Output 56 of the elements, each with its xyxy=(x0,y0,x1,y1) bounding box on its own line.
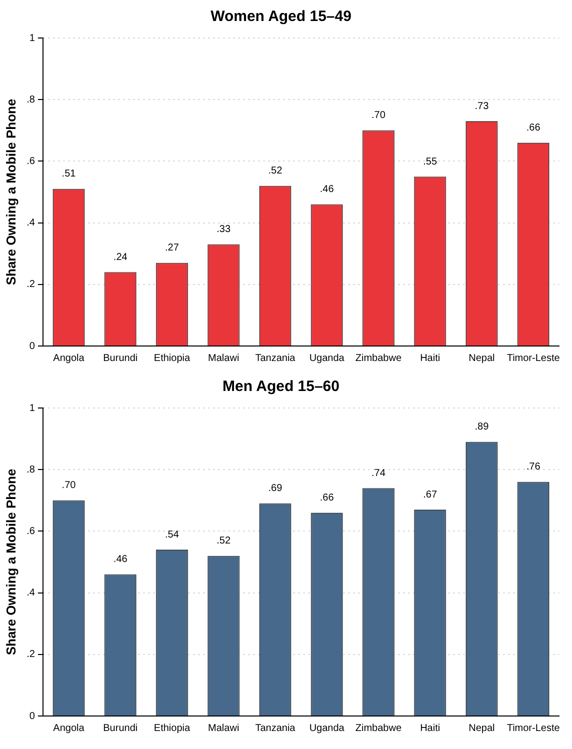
y-tick-label: 1 xyxy=(29,402,36,414)
data-label: .67 xyxy=(423,489,438,500)
y-tick-label: .4 xyxy=(26,218,36,229)
data-label: .69 xyxy=(268,483,283,494)
y-axis-title: Share Owning a Mobile Phone xyxy=(3,98,18,286)
data-label: .52 xyxy=(216,536,231,547)
x-tick-label: Angola xyxy=(53,352,85,364)
data-label: .46 xyxy=(113,554,128,566)
x-tick-label: Tanzania xyxy=(255,352,296,364)
chart-title: Men Aged 15–60 xyxy=(222,378,340,396)
chart-title: Women Aged 15–49 xyxy=(210,8,352,26)
y-tick-label: .2 xyxy=(26,649,36,660)
x-tick-label: Timor-Leste xyxy=(506,352,560,364)
x-tick-label: Nepal xyxy=(468,352,495,364)
x-tick-label: Ethiopia xyxy=(154,352,190,364)
x-tick-label: Haiti xyxy=(420,352,440,364)
y-tick-label: .8 xyxy=(26,94,36,106)
x-tick-label: Uganda xyxy=(309,722,345,734)
data-label: .54 xyxy=(165,529,180,540)
y-tick-label: .2 xyxy=(26,279,36,290)
data-label: .55 xyxy=(423,156,438,168)
data-label: .46 xyxy=(320,184,334,196)
x-tick-label: Timor-Leste xyxy=(506,722,560,734)
y-tick-label: .8 xyxy=(26,464,36,476)
data-label: .24 xyxy=(113,252,128,263)
data-label: .70 xyxy=(372,110,386,122)
data-label: .66 xyxy=(526,122,541,134)
x-tick-label: Malawi xyxy=(208,722,240,734)
x-tick-label: Angola xyxy=(53,722,85,734)
data-label: .52 xyxy=(268,166,283,177)
y-tick-label: 0 xyxy=(29,710,36,722)
data-label: .70 xyxy=(62,480,76,492)
x-tick-label: Burundi xyxy=(103,352,138,364)
x-tick-label: Ethiopia xyxy=(154,722,190,734)
y-tick-label: .6 xyxy=(26,526,36,537)
x-tick-label: Tanzania xyxy=(255,722,296,734)
x-tick-label: Burundi xyxy=(103,722,138,734)
data-label: .74 xyxy=(372,468,386,479)
data-label: .89 xyxy=(474,422,490,433)
y-tick-label: .4 xyxy=(26,588,36,599)
x-tick-label: Haiti xyxy=(420,722,440,734)
data-label: .73 xyxy=(474,100,490,112)
x-tick-label: Nepal xyxy=(468,722,495,734)
data-label: .33 xyxy=(216,224,231,236)
y-axis-title: Share Owning a Mobile Phone xyxy=(3,468,18,656)
y-tick-label: 1 xyxy=(29,32,36,44)
x-tick-label: Uganda xyxy=(309,352,345,364)
x-tick-label: Malawi xyxy=(208,352,240,364)
data-label: .27 xyxy=(165,242,180,254)
x-tick-label: Zimbabwe xyxy=(355,722,402,734)
y-tick-label: 0 xyxy=(29,340,36,352)
data-label: .76 xyxy=(526,462,541,473)
x-tick-label: Zimbabwe xyxy=(355,352,402,364)
y-tick-label: .6 xyxy=(26,156,36,167)
data-label: .51 xyxy=(62,168,76,180)
data-label: .66 xyxy=(320,492,334,504)
